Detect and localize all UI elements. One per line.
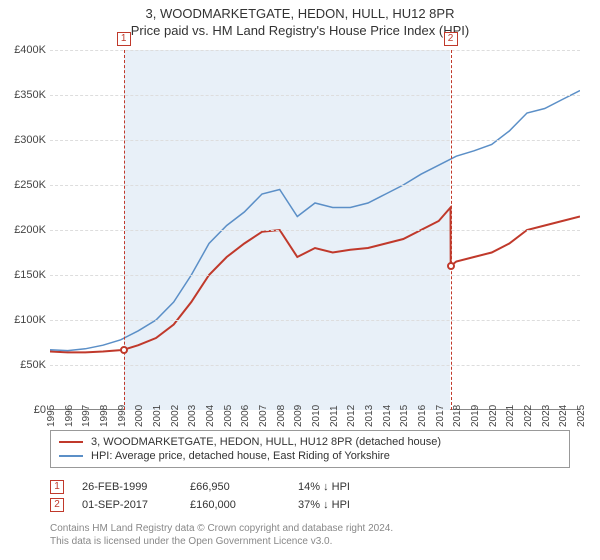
sale-marker-icon: 1: [50, 480, 64, 494]
marker-box-top: 2: [444, 32, 458, 46]
title-subtitle: Price paid vs. HM Land Registry's House …: [10, 23, 590, 38]
legend-item: HPI: Average price, detached house, East…: [59, 449, 561, 463]
y-axis-label: £350K: [14, 89, 46, 101]
sale-row: 2 01-SEP-2017 £160,000 37% ↓ HPI: [50, 496, 570, 514]
chart-container: 3, WOODMARKETGATE, HEDON, HULL, HU12 8PR…: [0, 0, 600, 560]
x-axis-label: 2003: [187, 405, 198, 427]
x-axis-label: 2011: [329, 405, 340, 427]
x-axis-label: 2004: [205, 405, 216, 427]
gridline: [50, 230, 580, 231]
legend-label: HPI: Average price, detached house, East…: [91, 450, 390, 462]
marker-dot: [447, 262, 455, 270]
x-axis-label: 1997: [81, 405, 92, 427]
x-axis-label: 2002: [170, 405, 181, 427]
x-axis-label: 2005: [223, 405, 234, 427]
x-axis-label: 2025: [576, 405, 587, 427]
x-axis-label: 2015: [399, 405, 410, 427]
x-axis-label: 2009: [293, 405, 304, 427]
x-axis-label: 1998: [99, 405, 110, 427]
chart-area: £0£50K£100K£150K£200K£250K£300K£350K£400…: [50, 50, 580, 410]
x-axis-label: 1995: [46, 405, 57, 427]
x-axis-label: 2022: [523, 405, 534, 427]
series-hpi: [50, 91, 580, 351]
y-axis-label: £50K: [20, 359, 46, 371]
x-axis-label: 2006: [240, 405, 251, 427]
legend: 3, WOODMARKETGATE, HEDON, HULL, HU12 8PR…: [50, 430, 570, 468]
footer-line: Contains HM Land Registry data © Crown c…: [50, 522, 570, 535]
x-axis-label: 2018: [452, 405, 463, 427]
sale-row: 1 26-FEB-1999 £66,950 14% ↓ HPI: [50, 478, 570, 496]
x-axis-label: 2016: [417, 405, 428, 427]
sale-price: £160,000: [190, 499, 280, 511]
x-axis-label: 2014: [382, 405, 393, 427]
marker-line: [124, 50, 125, 410]
gridline: [50, 365, 580, 366]
gridline: [50, 95, 580, 96]
x-axis-label: 2008: [276, 405, 287, 427]
y-axis-label: £150K: [14, 269, 46, 281]
x-axis-label: 2024: [558, 405, 569, 427]
x-axis-label: 2020: [488, 405, 499, 427]
gridline: [50, 140, 580, 141]
sale-date: 01-SEP-2017: [82, 499, 172, 511]
gridline: [50, 185, 580, 186]
x-axis-label: 2000: [134, 405, 145, 427]
title-address: 3, WOODMARKETGATE, HEDON, HULL, HU12 8PR: [10, 6, 590, 21]
y-axis-label: £100K: [14, 314, 46, 326]
marker-line: [451, 50, 452, 410]
x-axis-label: 2019: [470, 405, 481, 427]
gridline: [50, 320, 580, 321]
x-axis-label: 2023: [541, 405, 552, 427]
y-axis-label: £250K: [14, 179, 46, 191]
sale-delta: 14% ↓ HPI: [298, 481, 388, 493]
sale-delta: 37% ↓ HPI: [298, 499, 388, 511]
y-axis-label: £200K: [14, 224, 46, 236]
y-axis-label: £300K: [14, 134, 46, 146]
marker-dot: [120, 346, 128, 354]
sales-table: 1 26-FEB-1999 £66,950 14% ↓ HPI 2 01-SEP…: [50, 478, 570, 514]
sale-marker-icon: 2: [50, 498, 64, 512]
x-axis-label: 2013: [364, 405, 375, 427]
title-block: 3, WOODMARKETGATE, HEDON, HULL, HU12 8PR…: [0, 0, 600, 40]
sale-date: 26-FEB-1999: [82, 481, 172, 493]
legend-label: 3, WOODMARKETGATE, HEDON, HULL, HU12 8PR…: [91, 436, 441, 448]
gridline: [50, 50, 580, 51]
y-axis-label: £400K: [14, 44, 46, 56]
x-axis-label: 1996: [64, 405, 75, 427]
legend-swatch: [59, 455, 83, 457]
x-axis-label: 1999: [117, 405, 128, 427]
x-axis-label: 2021: [505, 405, 516, 427]
x-axis-label: 2010: [311, 405, 322, 427]
x-axis-label: 2012: [346, 405, 357, 427]
gridline: [50, 275, 580, 276]
x-axis-label: 2007: [258, 405, 269, 427]
footer: Contains HM Land Registry data © Crown c…: [50, 522, 570, 548]
sale-price: £66,950: [190, 481, 280, 493]
legend-item: 3, WOODMARKETGATE, HEDON, HULL, HU12 8PR…: [59, 435, 561, 449]
x-axis-label: 2017: [435, 405, 446, 427]
y-axis-label: £0: [34, 404, 46, 416]
footer-line: This data is licensed under the Open Gov…: [50, 535, 570, 548]
marker-box-top: 1: [117, 32, 131, 46]
legend-swatch: [59, 441, 83, 443]
x-axis-label: 2001: [152, 405, 163, 427]
